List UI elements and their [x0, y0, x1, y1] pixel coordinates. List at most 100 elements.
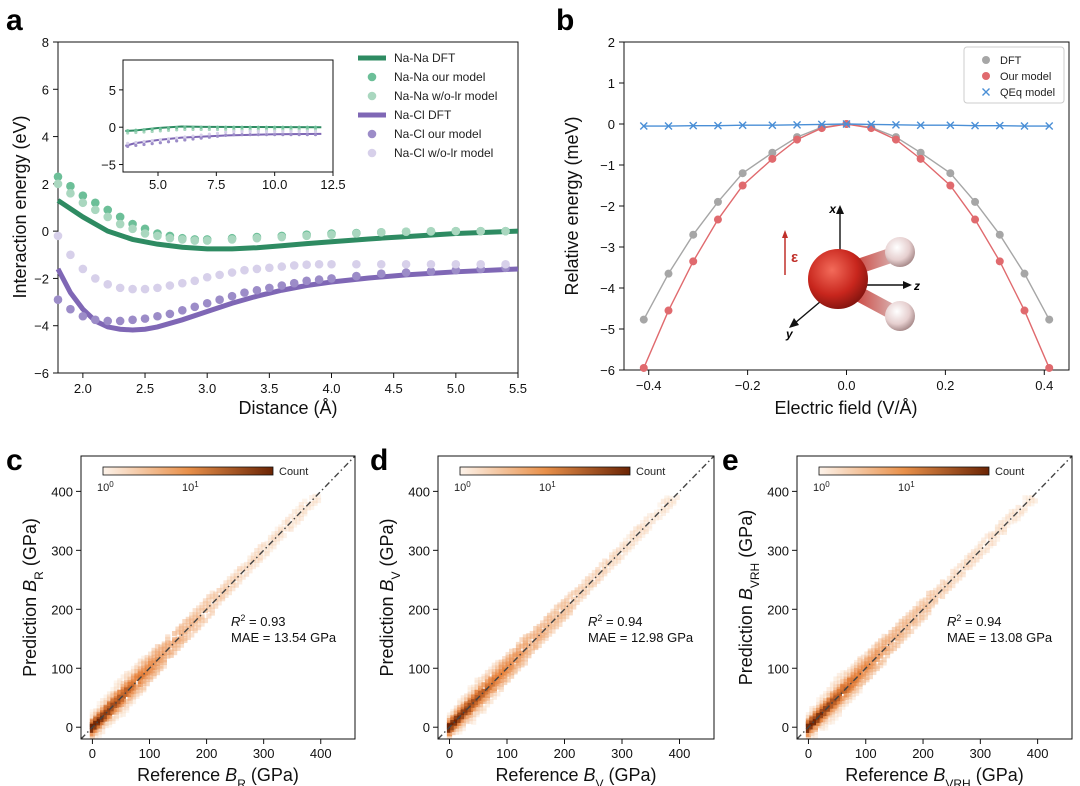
hexbin-cell — [912, 615, 918, 621]
hexbin-cell — [519, 643, 525, 649]
hexbin-cell — [915, 605, 922, 612]
hexbin-cell — [450, 714, 456, 721]
xtick-label: 0 — [446, 746, 453, 761]
panel-b-point — [1020, 306, 1029, 315]
hexbin-cell — [640, 529, 646, 535]
hexbin-cell — [151, 664, 157, 671]
hexbin-cell — [1018, 505, 1025, 512]
hexbin-cell — [141, 672, 147, 678]
panel-b-point — [664, 122, 673, 131]
hexbin-cell — [515, 660, 522, 666]
hexbin-cell — [823, 700, 829, 707]
hexbin-cell — [819, 703, 825, 709]
hexbin-cell — [93, 711, 99, 717]
hexbin-cell — [267, 537, 274, 543]
hexbin-cell — [130, 691, 137, 698]
hexbin-cell — [809, 724, 815, 730]
hexbin-cell — [471, 702, 477, 708]
hexbin-cell — [158, 665, 164, 672]
panel-b-point — [738, 169, 747, 178]
ytick-label: 200 — [408, 602, 430, 617]
hexbin-cell — [936, 592, 942, 599]
inset-xtick-label: 7.5 — [207, 177, 225, 192]
hexbin-cell — [192, 612, 198, 618]
hexbin-cell — [495, 665, 501, 671]
hexbin-cell — [543, 635, 549, 641]
hexbin-cell — [189, 622, 195, 628]
axis-z-arrowhead — [903, 281, 912, 289]
hexbin-cell — [141, 655, 147, 661]
hexbin-cell — [902, 635, 908, 641]
inset-point — [305, 127, 309, 132]
hexbin-cell — [1012, 515, 1018, 522]
panel-a-point — [401, 268, 411, 277]
hexbin-cell — [484, 679, 491, 685]
hexbin-cell — [829, 681, 836, 687]
panel-b-chart: −0.4 −0.2 0.0 0.2 0.4 −6 −5 −4 −3 −2 −1 0 1 2 DFT Our … — [562, 35, 1070, 418]
hexbin-cell — [943, 588, 949, 595]
hexbin-cell — [915, 601, 922, 607]
panel-a-xtick-label: 3.5 — [260, 381, 278, 396]
hexbin-cell — [127, 670, 133, 676]
hexbin-cell — [464, 693, 470, 699]
hexbin-cell — [553, 614, 560, 621]
hexbin-cell — [657, 514, 663, 520]
hexbin-cell — [230, 582, 236, 588]
hexbin-cell — [871, 663, 877, 669]
hexbin-cell — [922, 611, 928, 617]
hexbin-cell — [553, 604, 560, 610]
hexbin-cell — [488, 676, 494, 682]
hexbin-cell — [674, 494, 680, 501]
hexbin-cell — [96, 705, 102, 711]
hexbin-cell — [595, 578, 601, 585]
hexbin-cell — [939, 593, 946, 600]
hexbin-cell — [302, 511, 308, 517]
panel-b-point — [946, 121, 955, 130]
hexbin-cell — [626, 534, 632, 540]
hexbin-cell — [546, 627, 553, 633]
inset-point — [142, 128, 146, 132]
hexbin-cell — [491, 662, 497, 668]
hexbin-cell — [977, 543, 983, 550]
hexbin-cell — [124, 702, 130, 709]
hexbin-cell — [950, 573, 956, 579]
hexbin-cell — [974, 553, 980, 559]
inset-point — [191, 134, 195, 138]
ytick-label: 100 — [767, 661, 789, 676]
hexbin-cell — [302, 498, 308, 504]
hexbin-cell — [633, 536, 639, 542]
hexbin-cell — [816, 704, 822, 711]
hexbin-cell — [867, 655, 873, 661]
hexbin-cell — [960, 568, 966, 575]
hexbin-cell — [481, 682, 487, 688]
legend-dot-swatch — [367, 129, 377, 139]
hexbin-cell — [124, 686, 130, 693]
hexbin-cell — [103, 720, 109, 726]
inset-point — [248, 127, 252, 132]
hexbin-cell — [902, 616, 908, 622]
hexbin-cell — [926, 603, 932, 609]
ytick-label: 0 — [66, 720, 73, 735]
panel-letter-e: e — [722, 444, 739, 477]
hexbin-cell — [134, 688, 140, 694]
hexbin-cell — [836, 683, 842, 690]
hexbin-cell — [905, 615, 911, 621]
hexbin-cell — [89, 714, 96, 720]
inset-point — [199, 133, 203, 137]
hexbin-cell — [93, 727, 99, 733]
hexbin-cell — [840, 673, 846, 679]
panel-b-xtick-label: 0.0 — [837, 378, 855, 393]
hexbin-cell — [312, 500, 318, 506]
hexbin-cell — [878, 663, 884, 669]
hexbin-cell — [967, 552, 973, 558]
panel-b-point — [793, 120, 802, 129]
panel-a-point — [352, 259, 361, 269]
hexbin-cell — [895, 642, 901, 649]
hexbin-cell — [957, 575, 963, 581]
hexbin-cell — [512, 651, 518, 657]
inset-point — [232, 127, 236, 132]
hexbin-cell — [124, 670, 130, 677]
hexbin-cell — [274, 532, 280, 539]
hexbin-cell — [812, 729, 818, 735]
panel-a-point — [451, 226, 461, 236]
